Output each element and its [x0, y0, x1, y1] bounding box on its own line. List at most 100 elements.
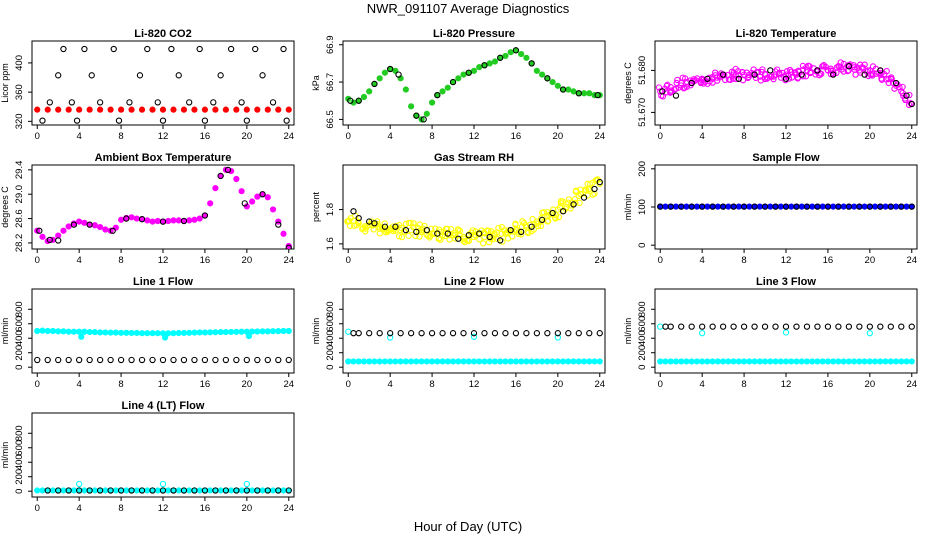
data-point — [576, 199, 583, 207]
data-point — [144, 45, 151, 53]
data-point — [49, 487, 57, 494]
data-point — [740, 71, 748, 78]
data-point — [285, 242, 292, 249]
data-point — [688, 203, 695, 210]
plot-frame — [31, 412, 295, 498]
y-tick-label: 360 — [14, 84, 25, 100]
data-point — [350, 358, 357, 365]
data-point — [761, 71, 769, 78]
data-point — [280, 45, 287, 53]
data-point — [398, 233, 406, 241]
data-point — [133, 215, 140, 222]
data-point — [39, 233, 46, 240]
data-point — [559, 208, 567, 215]
data-point — [149, 356, 156, 364]
data-point — [824, 358, 832, 365]
data-point — [34, 487, 41, 494]
data-point — [476, 230, 483, 237]
data-point — [423, 226, 430, 234]
data-point — [44, 106, 51, 113]
data-point — [212, 487, 219, 494]
data-point — [123, 215, 130, 222]
data-point — [772, 203, 779, 210]
data-point — [445, 232, 453, 239]
data-point — [591, 185, 598, 193]
data-point — [460, 330, 467, 337]
data-point — [861, 71, 868, 78]
x-tick-label: 20 — [242, 379, 253, 390]
data-point — [772, 323, 779, 330]
data-point — [447, 225, 455, 233]
data-point — [814, 323, 821, 330]
data-point — [767, 358, 774, 365]
x-tick-label: 16 — [511, 131, 522, 142]
data-point — [761, 203, 769, 210]
data-point — [734, 68, 742, 75]
data-point — [657, 203, 664, 210]
data-point — [254, 193, 261, 200]
panel-title: Li-820 CO2 — [134, 28, 191, 40]
data-point — [782, 75, 790, 82]
panel-title: Line 1 Flow — [133, 276, 193, 288]
data-point — [788, 74, 796, 81]
y-axis-label: ml/min — [311, 318, 321, 345]
data-point — [275, 487, 282, 494]
data-point — [345, 218, 352, 225]
data-point — [55, 356, 62, 364]
data-points — [655, 59, 915, 109]
data-point — [228, 328, 235, 336]
data-points — [34, 480, 292, 494]
data-point — [892, 358, 900, 365]
data-point — [81, 328, 88, 335]
x-tick-label: 16 — [200, 255, 211, 266]
data-point — [672, 92, 680, 99]
data-point — [683, 83, 691, 90]
data-point — [772, 358, 779, 365]
data-point — [259, 72, 266, 79]
data-point — [97, 223, 104, 231]
data-point — [144, 487, 151, 494]
data-point — [112, 487, 119, 494]
data-point — [252, 45, 259, 53]
data-point — [845, 67, 852, 74]
data-point — [539, 71, 546, 78]
data-point — [439, 330, 446, 337]
y-axis-label: degrees C — [0, 186, 10, 228]
data-point — [720, 358, 727, 365]
x-tick-label: 20 — [242, 131, 253, 142]
data-point — [655, 84, 663, 91]
data-point — [491, 330, 499, 337]
data-point — [470, 330, 478, 337]
data-point — [751, 323, 758, 330]
x-tick-label: 4 — [77, 379, 82, 390]
plot-frame — [31, 164, 295, 250]
data-point — [248, 198, 256, 205]
data-point — [444, 358, 451, 365]
data-point — [76, 480, 83, 488]
data-point — [856, 203, 863, 210]
data-point — [456, 227, 464, 235]
data-point — [275, 328, 282, 335]
data-point — [788, 358, 795, 365]
data-point — [776, 71, 783, 78]
data-point — [835, 63, 842, 70]
data-point — [170, 106, 177, 113]
data-point — [486, 233, 493, 241]
x-tick-label: 0 — [346, 131, 351, 142]
data-point — [518, 228, 525, 236]
data-point — [877, 203, 884, 210]
data-point — [285, 356, 292, 364]
data-point — [525, 229, 532, 237]
data-point — [714, 358, 721, 365]
data-point — [381, 69, 389, 76]
x-tick-label: 24 — [283, 503, 294, 514]
data-point — [518, 358, 525, 365]
data-point — [248, 487, 256, 494]
data-point — [387, 334, 394, 341]
data-point — [512, 358, 520, 365]
data-point — [699, 323, 706, 330]
x-tick-label: 8 — [741, 131, 746, 142]
data-point — [86, 356, 93, 364]
data-point — [110, 45, 117, 53]
data-point — [128, 487, 135, 494]
